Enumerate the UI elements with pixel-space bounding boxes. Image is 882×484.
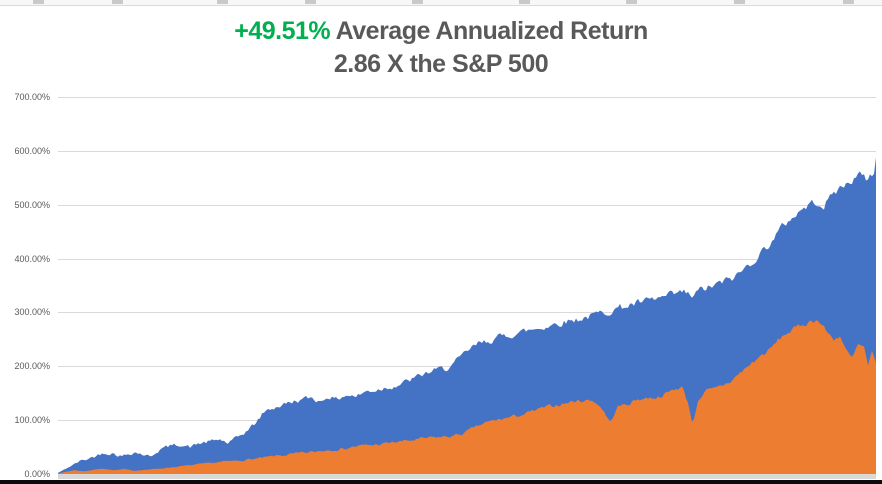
gridline-700 xyxy=(58,97,876,98)
ruler-tick xyxy=(33,0,44,4)
bottom-black-bar xyxy=(0,480,882,484)
y-axis-label-700: 700.00% xyxy=(14,92,50,102)
title-line2-multiplier: 2.86 X the S&P 500 xyxy=(333,50,549,78)
top-ruler-strip xyxy=(0,0,882,6)
ruler-tick xyxy=(734,0,745,4)
ruler-tick xyxy=(843,0,854,4)
y-axis-label-600: 600.00% xyxy=(14,146,50,156)
y-axis-label-100: 100.00% xyxy=(14,415,50,425)
chart-title: +49.51% Average Annualized Return 2.86 X… xyxy=(0,15,882,81)
ruler-tick xyxy=(217,0,228,4)
ruler-tick xyxy=(519,0,530,4)
gridline-400 xyxy=(58,259,876,260)
ruler-tick xyxy=(112,0,123,4)
return-percentage-value: +49.51% xyxy=(234,17,331,45)
return-label-text: Average Annualized Return xyxy=(330,17,649,45)
orange-area-series[interactable] xyxy=(58,320,876,474)
y-axis-label-200: 200.00% xyxy=(14,361,50,371)
x-axis-band xyxy=(58,474,876,479)
gridline-500 xyxy=(58,205,876,206)
ruler-tick xyxy=(305,0,316,4)
title-line1: +49.51% Average Annualized Return xyxy=(0,15,882,48)
ruler-tick xyxy=(626,0,637,4)
y-axis-label-500: 500.00% xyxy=(14,200,50,210)
area-series-svg xyxy=(58,157,876,474)
y-axis-label-300: 300.00% xyxy=(14,307,50,317)
gridline-600 xyxy=(58,151,876,152)
y-axis-label-400: 400.00% xyxy=(14,254,50,264)
chart-plot-area[interactable] xyxy=(58,97,876,474)
y-axis-label-0: 0.00% xyxy=(24,469,50,479)
gridline-300 xyxy=(58,312,876,313)
ruler-tick xyxy=(412,0,423,4)
